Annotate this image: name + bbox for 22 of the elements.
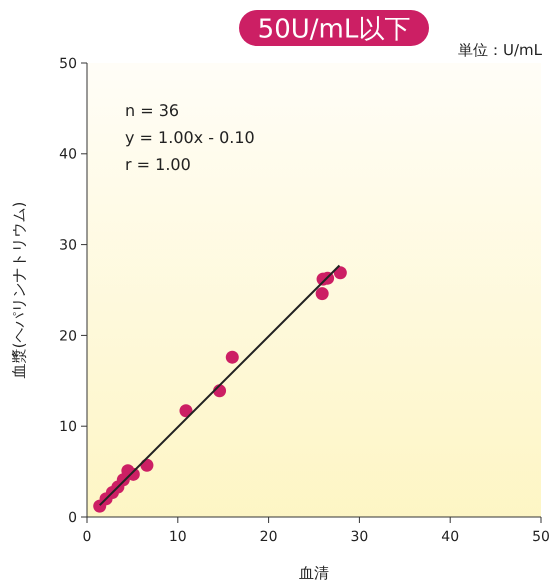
chart-title: 50U/mL以下 <box>258 14 410 44</box>
x-tick-label: 10 <box>168 529 187 545</box>
x-axis-title: 血清 <box>299 564 329 582</box>
point <box>334 266 347 280</box>
x-tick-label: 40 <box>441 529 460 545</box>
x-tick-label: 0 <box>82 529 92 545</box>
y-tick-label: 30 <box>59 238 77 254</box>
y-axis-title: 血漿(ヘパリンナトリウム) <box>10 202 28 378</box>
annotation: n = 36 <box>125 101 180 120</box>
y-tick-label: 20 <box>59 328 77 344</box>
y-tick-label: 40 <box>59 146 77 163</box>
annotation: y = 1.00x - 0.10 <box>125 128 255 147</box>
text: 単位：U/mL <box>458 41 543 59</box>
annotation: r = 1.00 <box>125 155 191 174</box>
y-tick-label: 50 <box>59 56 77 72</box>
x-tick-label: 20 <box>260 529 278 545</box>
x-tick-label: 50 <box>532 529 550 545</box>
point <box>226 350 239 364</box>
y-tick-label: 10 <box>59 419 77 436</box>
point <box>316 287 329 300</box>
x-tick-label: 30 <box>350 529 368 545</box>
y-tick-label: 0 <box>68 510 77 526</box>
